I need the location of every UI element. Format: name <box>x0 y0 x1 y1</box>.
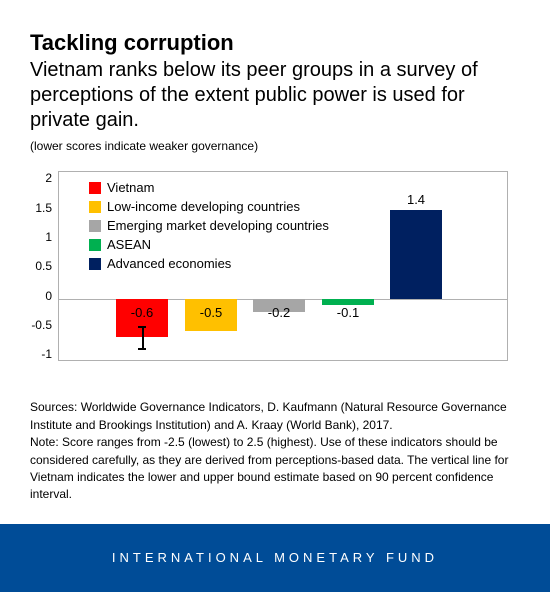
legend-swatch <box>89 239 101 251</box>
legend-item: ASEAN <box>89 237 329 252</box>
legend-label: ASEAN <box>107 237 151 252</box>
chart-caption: (lower scores indicate weaker governance… <box>30 139 520 153</box>
legend-swatch <box>89 182 101 194</box>
y-tick-label: 0 <box>45 289 52 303</box>
bar-value-label: -0.1 <box>337 305 359 320</box>
chart-subtitle: Vietnam ranks below its peer groups in a… <box>30 58 520 133</box>
y-tick-label: 1 <box>45 230 52 244</box>
bar-value-label: -0.6 <box>131 305 153 320</box>
legend-label: Low-income developing countries <box>107 199 300 214</box>
legend-label: Vietnam <box>107 180 154 195</box>
y-axis-labels: 2 1.5 1 0.5 0 -0.5 -1 <box>30 171 58 361</box>
confidence-interval-cap <box>138 326 146 328</box>
bar-value-label: 1.4 <box>407 192 425 207</box>
legend: Vietnam Low-income developing countries Em… <box>89 180 329 275</box>
sources-text: Sources: Worldwide Governance Indicators… <box>30 399 520 503</box>
legend-item: Advanced economies <box>89 256 329 271</box>
footer-text: INTERNATIONAL MONETARY FUND <box>112 550 438 565</box>
note-line: Note: Score ranges from -2.5 (lowest) to… <box>30 435 508 501</box>
chart-title: Tackling corruption <box>30 30 520 56</box>
y-tick-label: -0.5 <box>31 318 52 332</box>
bar-value-label: -0.2 <box>268 305 290 320</box>
chart-container: 2 1.5 1 0.5 0 -0.5 -1 Vietnam Low-income develo… <box>30 171 520 361</box>
legend-label: Emerging market developing countries <box>107 218 329 233</box>
confidence-interval-line <box>142 326 144 349</box>
y-tick-label: 1.5 <box>35 201 52 215</box>
legend-item: Low-income developing countries <box>89 199 329 214</box>
legend-swatch <box>89 220 101 232</box>
bar-value-label: -0.5 <box>200 305 222 320</box>
legend-item: Vietnam <box>89 180 329 195</box>
legend-label: Advanced economies <box>107 256 231 271</box>
legend-swatch <box>89 258 101 270</box>
plot-area: Vietnam Low-income developing countries Em… <box>58 171 508 361</box>
legend-swatch <box>89 201 101 213</box>
y-tick-label: 0.5 <box>35 259 52 273</box>
confidence-interval-cap <box>138 348 146 350</box>
y-tick-label: 2 <box>45 171 52 185</box>
content-area: Tackling corruption Vietnam ranks below … <box>0 0 550 524</box>
legend-item: Emerging market developing countries <box>89 218 329 233</box>
y-tick-label: -1 <box>41 347 52 361</box>
bar <box>390 210 442 299</box>
footer-bar: INTERNATIONAL MONETARY FUND <box>0 524 550 592</box>
sources-line: Sources: Worldwide Governance Indicators… <box>30 400 507 431</box>
